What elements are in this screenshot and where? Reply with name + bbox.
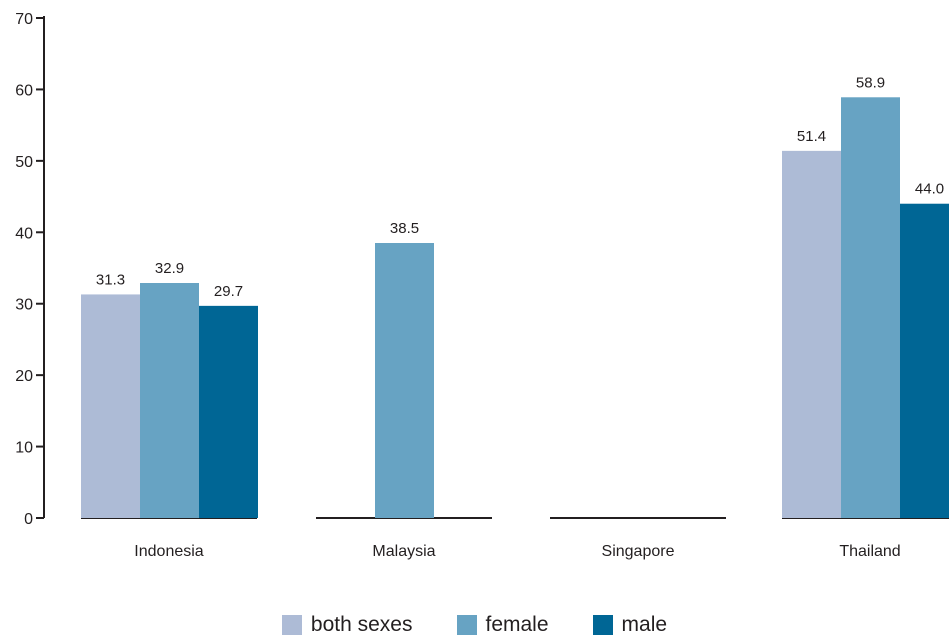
legend-item: both sexes <box>281 613 413 637</box>
legend-swatch <box>456 615 477 635</box>
data-label: 51.4 <box>797 128 826 145</box>
legend-item: female <box>456 613 549 637</box>
data-label: 31.3 <box>96 271 125 288</box>
data-label: 38.5 <box>390 220 419 237</box>
data-label: 44.0 <box>915 181 944 198</box>
data-label: 32.9 <box>155 260 184 277</box>
legend-swatch <box>281 615 302 635</box>
legend-label: female <box>485 613 549 636</box>
legend-swatch <box>592 615 613 635</box>
y-tick-label: 40 <box>15 225 33 242</box>
data-label: 29.7 <box>214 283 243 300</box>
bar <box>375 243 434 518</box>
bar <box>140 283 199 518</box>
y-tick-label: 30 <box>15 297 33 314</box>
legend-label: both sexes <box>310 613 413 636</box>
y-tick-label: 0 <box>24 511 33 528</box>
legend-label: male <box>621 613 668 636</box>
y-tick-label: 60 <box>15 82 33 99</box>
x-tick-label: Indonesia <box>134 543 203 560</box>
legend: both sexes female male <box>0 613 949 637</box>
bar <box>900 203 949 518</box>
bar-chart: 0 10 20 30 40 50 60 70 31.3 32.9 29.7 Indonesia 38.5… <box>15 11 949 560</box>
x-tick-label: Thailand <box>839 543 900 560</box>
y-tick-label: 50 <box>15 154 33 171</box>
legend-item: male <box>592 613 668 637</box>
x-tick-label: Malaysia <box>372 543 435 560</box>
x-tick-label: Singapore <box>602 543 675 560</box>
bar <box>81 294 140 518</box>
bar <box>841 97 900 519</box>
data-label: 58.9 <box>856 74 885 91</box>
y-tick-label: 20 <box>15 368 33 385</box>
bar <box>782 150 841 518</box>
y-tick-label: 70 <box>15 11 33 28</box>
y-tick-label: 10 <box>15 440 33 457</box>
bar <box>199 305 258 518</box>
